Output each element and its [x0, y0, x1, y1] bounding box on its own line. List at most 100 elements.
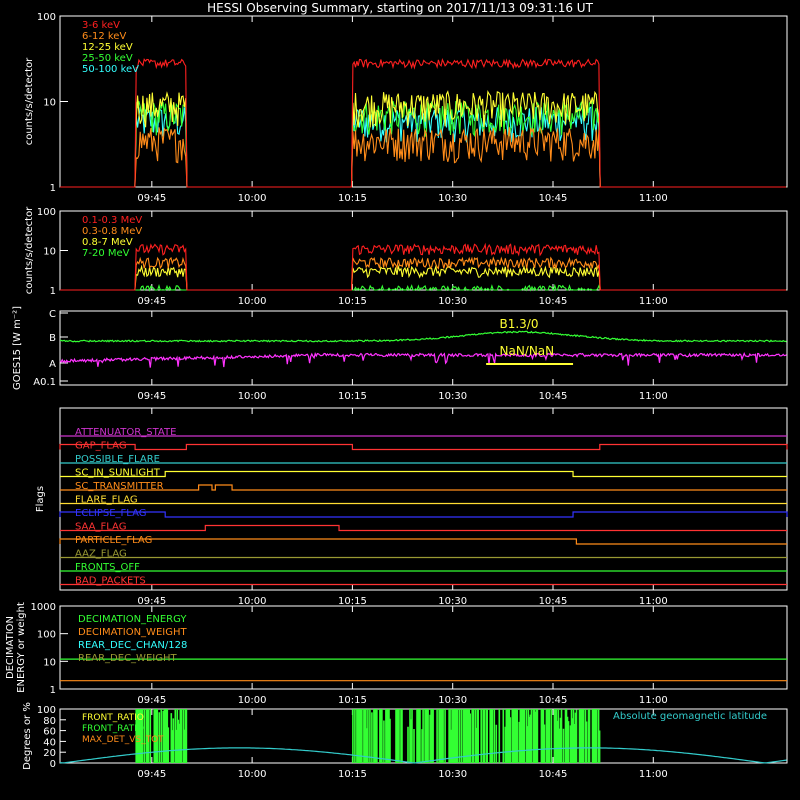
goes-xtick-label: 10:15 [338, 391, 367, 402]
decimation-xtick-label: 10:45 [539, 695, 568, 706]
decimation-xtick-label: 10:15 [338, 695, 367, 706]
flags-flag-line [60, 484, 787, 491]
decimation-xtick-label: 10:00 [238, 695, 267, 706]
goes-series-line [59, 351, 787, 368]
lightcurve_high-legend-entry: 0.8-7 MeV [82, 237, 133, 248]
lightcurve_high-series-line [60, 264, 787, 291]
lightcurve_high-xtick-label: 10:30 [438, 296, 467, 307]
lightcurve_high-legend-entry: 0.3-0.8 MeV [82, 226, 142, 237]
lightcurve_low-legend-entry: 12-25 keV [82, 42, 133, 53]
goes-xtick-label: 09:45 [137, 391, 166, 402]
ratios-ytick-label: 0 [50, 759, 56, 770]
ratios-ylabel: Degrees or % [22, 702, 33, 770]
lightcurve_low-legend-entry: 6-12 keV [82, 31, 126, 42]
flags-flag-label: AAZ_FLAG [75, 549, 127, 560]
flags-xtick-label: 10:15 [338, 596, 367, 607]
decimation-ytick-label: 10 [43, 657, 56, 668]
goes-ytick-label: A0.1 [33, 377, 56, 388]
ratios-front-ratio-bars [135, 709, 601, 763]
ratios-legend-entry: FRONT_RATIO [82, 713, 144, 723]
goes-ytick-label: B [49, 333, 56, 344]
ratios-xtick-label: 10:45 [539, 769, 568, 780]
lightcurve_low-xtick-label: 10:45 [539, 193, 568, 204]
flags-xtick-label: 11:00 [639, 596, 668, 607]
ratios-legend-entry: FRONT_RATIO [82, 724, 144, 734]
flags-xtick-label: 10:45 [539, 596, 568, 607]
flags-flag-label: PARTICLE_FLAG [75, 535, 152, 546]
flags-flag-label: ATTENUATOR_STATE [75, 427, 176, 438]
lightcurve_low-legend-entry: 50-100 keV [82, 64, 139, 75]
ratios-xtick-label: 10:00 [238, 769, 267, 780]
lightcurve_high-xtick-label: 11:00 [639, 296, 668, 307]
decimation-ylabel-2: ENERGY or weight [16, 602, 27, 693]
goes-annotation: B1.3/0 [499, 317, 538, 331]
goes-ylabel: GOES15 [W m⁻²] [12, 306, 23, 390]
goes-xtick-label: 10:00 [238, 391, 267, 402]
goes-frame [59, 310, 788, 386]
ratios-xtick-label: 10:30 [438, 769, 467, 780]
ratios-series-line [59, 747, 787, 764]
goes-ytick-label: A [49, 359, 56, 370]
flags-xtick-label: 09:45 [137, 596, 166, 607]
flags-flag-line [60, 524, 787, 532]
flags-flag-label: SC_TRANSMITTER [75, 481, 164, 492]
flags-flag-line [59, 538, 787, 545]
decimation-xtick-label: 11:00 [639, 695, 668, 706]
flags-flag-label: FRONTS_OFF [75, 562, 140, 573]
lightcurve_low-xtick-label: 10:30 [438, 193, 467, 204]
lightcurve_high-xtick-label: 10:00 [238, 296, 267, 307]
flags-flag-line [59, 443, 788, 451]
decimation-xtick-label: 10:30 [438, 695, 467, 706]
lightcurve_high-xtick-label: 09:45 [137, 296, 166, 307]
lightcurve_low-ytick-label: 10 [43, 98, 56, 109]
lightcurve_low-series-line [60, 126, 787, 188]
goes-annotation: NaN/NaN [499, 344, 554, 358]
lightcurve_low-ytick-label: 100 [37, 12, 56, 23]
ratios-xtick-label: 09:45 [137, 769, 166, 780]
lightcurve_high-ylabel: counts/s/detector [24, 206, 35, 294]
lightcurve_low-xtick-label: 10:00 [238, 193, 267, 204]
ratios-xtick-label: 10:15 [338, 769, 367, 780]
goes-series-line [60, 330, 787, 343]
ratios-ytick-label: 40 [43, 737, 56, 748]
lightcurve_low-legend-entry: 3-6 keV [82, 20, 120, 31]
lightcurve_high-series-line [60, 283, 787, 292]
flags-flag-label: FLARE_FLAG [75, 495, 138, 506]
flags-ylabel: Flags [35, 486, 46, 512]
lightcurve_low-legend-entry: 25-50 keV [82, 53, 133, 64]
decimation-legend-entry: REAR_DEC_CHAN/128 [78, 640, 187, 651]
lightcurve_low-series-line [60, 57, 787, 188]
flags-flag-label: SC_IN_SUNLIGHT [75, 468, 161, 479]
decimation-legend-entry: DECIMATION_WEIGHT [78, 627, 187, 638]
flags-flag-label: GAP_FLAG [75, 441, 127, 452]
flags-flag-line [59, 511, 788, 518]
flags-flag-label: BAD_PACKETS [75, 576, 146, 587]
flags-xtick-label: 10:30 [438, 596, 467, 607]
ratios-legend-entry: MAX_DET_VS_TOT [82, 735, 164, 745]
lightcurve_low-ytick-label: 1 [50, 183, 56, 194]
ratios-ytick-label: 100 [37, 705, 56, 716]
ratios-ytick-label: 60 [43, 727, 56, 738]
ratios-xtick-label: 11:00 [639, 769, 668, 780]
lightcurve_high-legend-entry: 0.1-0.3 MeV [82, 215, 142, 226]
decimation-legend-entry: DECIMATION_ENERGY [78, 614, 187, 625]
lightcurve_high-legend-entry: 7-20 MeV [82, 248, 130, 259]
goes-ytick-label: C [49, 309, 56, 320]
decimation-frame [59, 605, 788, 690]
lightcurve_high-ytick-label: 100 [37, 207, 56, 218]
ratios-annotation: Absolute geomagnetic latitude [613, 711, 767, 722]
decimation-ylabel: DECIMATION [5, 616, 16, 679]
ratios-ytick-label: 20 [43, 748, 56, 759]
lightcurve_low-ylabel: counts/s/detector [24, 57, 35, 145]
flags-frame [59, 407, 788, 591]
lightcurve_low-xtick-label: 10:15 [338, 193, 367, 204]
goes-xtick-label: 10:45 [539, 391, 568, 402]
ratios-ytick-label: 80 [43, 716, 56, 727]
lightcurve_low-xtick-label: 11:00 [639, 193, 668, 204]
flags-flag-label: ECLIPSE_FLAG [75, 508, 146, 519]
lightcurve_high-xtick-label: 10:15 [338, 296, 367, 307]
flags-flag-label: POSSIBLE_FLARE [75, 454, 160, 465]
flags-flag-label: SAA_FLAG [75, 522, 126, 533]
